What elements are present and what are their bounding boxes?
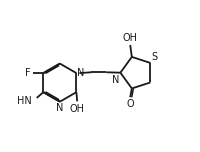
Text: HN: HN — [17, 96, 32, 106]
Text: OH: OH — [69, 104, 84, 114]
Text: N: N — [56, 103, 63, 112]
Text: F: F — [25, 68, 31, 78]
Text: O: O — [126, 99, 133, 109]
Text: N: N — [77, 68, 84, 78]
Text: S: S — [150, 52, 157, 62]
Text: OH: OH — [122, 33, 137, 43]
Text: N: N — [112, 75, 119, 85]
